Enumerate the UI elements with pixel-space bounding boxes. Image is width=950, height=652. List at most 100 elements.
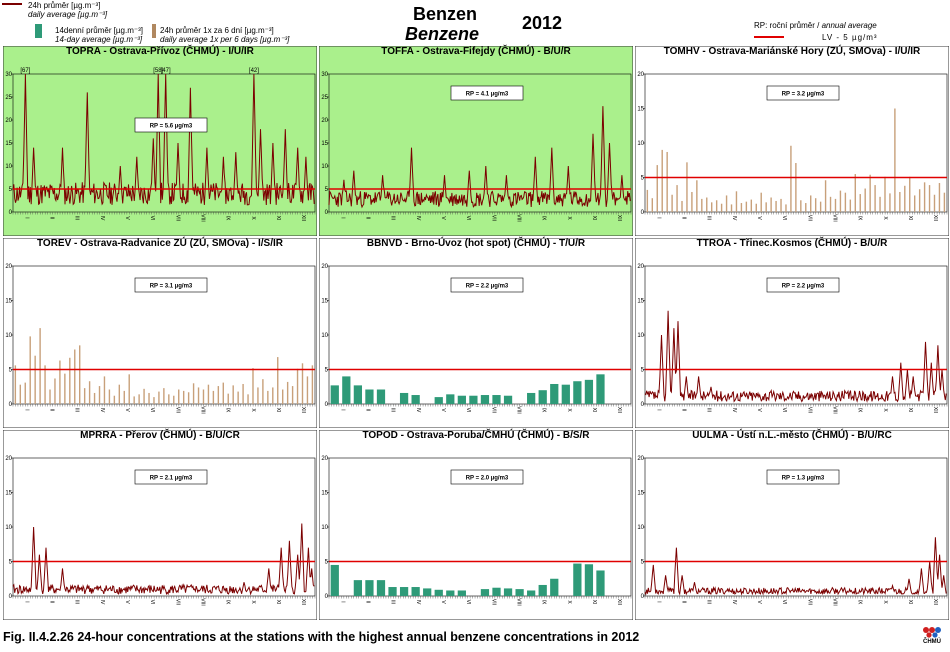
y-tick-label: 20 — [637, 264, 644, 270]
month-label: X — [566, 408, 572, 412]
fortnight-bar — [353, 385, 363, 404]
legend-lv: LV - 5 µg/m³ — [822, 33, 878, 42]
rp-label: RP = 2.2 µg/m3 — [466, 284, 509, 290]
sixday-bar — [59, 360, 61, 404]
month-label: XI — [275, 408, 281, 413]
month-label: XII — [616, 407, 622, 413]
fortnight-bar — [596, 374, 605, 404]
y-tick-label: 0 — [325, 594, 329, 600]
month-label: VII — [806, 407, 812, 413]
sixday-bar — [257, 387, 259, 404]
sixday-bar — [93, 392, 96, 404]
sixday-bar — [790, 145, 792, 212]
sixday-bar — [854, 174, 856, 212]
sixday-bar — [696, 180, 698, 212]
fortnight-bar — [330, 385, 339, 404]
y-tick-label: 30 — [5, 72, 12, 78]
sixday-bar — [291, 386, 294, 404]
fortnight-bar — [376, 580, 386, 596]
month-label: V — [124, 600, 130, 604]
sixday-bar — [918, 189, 921, 212]
month-label: III — [390, 600, 396, 604]
fortnight-bar — [388, 587, 397, 596]
month-label: IV — [731, 216, 737, 221]
month-label: I — [23, 601, 29, 602]
month-label: XI — [907, 216, 913, 221]
rp-box — [450, 469, 524, 485]
fortnight-bar — [446, 590, 455, 596]
sixday-bar — [153, 397, 155, 404]
sixday-bar — [834, 198, 837, 212]
fortnight-bar — [573, 563, 582, 596]
fortnight-bar — [399, 392, 409, 404]
rp-box — [766, 85, 840, 101]
month-label: VIII — [200, 406, 206, 414]
month-label: XII — [932, 215, 938, 221]
sixday-bar — [938, 183, 941, 212]
month-label: IV — [415, 408, 421, 413]
y-tick-label: 5 — [325, 187, 329, 193]
month-label: IX — [541, 600, 547, 605]
fortnight-bar — [492, 587, 501, 596]
sixday-bar — [24, 382, 26, 404]
month-label: II — [681, 409, 687, 412]
fortnight-bar — [469, 395, 478, 404]
month-label: VI — [465, 408, 471, 413]
y-tick-label: 15 — [321, 299, 328, 305]
fortnight-bar — [434, 589, 443, 596]
sixday-bar — [242, 383, 244, 404]
daily-series-line — [12, 523, 315, 596]
y-tick-label: 10 — [637, 141, 644, 147]
sixday-bar — [874, 185, 876, 212]
sixday-bar — [829, 196, 832, 212]
y-tick-label: 10 — [321, 525, 328, 531]
month-label: I — [339, 217, 345, 218]
sixday-bar — [173, 395, 175, 404]
sixday-bar — [844, 192, 847, 212]
legend-sixday: 24h průměr 1x za 6 dní [µg.m⁻³] daily ave… — [160, 26, 290, 44]
month-label: II — [49, 601, 55, 604]
month-label: V — [440, 408, 446, 412]
month-label: XI — [591, 600, 597, 605]
daily-series-line — [644, 310, 947, 404]
figure-caption: Fig. II.4.2.26 24-hour concentrations at… — [3, 630, 640, 644]
fortnight-bar — [365, 580, 374, 596]
sixday-bar — [182, 390, 185, 404]
month-label: VII — [174, 599, 180, 605]
y-tick-label: 5 — [641, 560, 645, 566]
station-panel: 0 5 10 15 20 I II III IV V VI VII VIII IX X XI XII RP = 2… — [319, 238, 633, 428]
sixday-legend-swatch — [152, 24, 156, 38]
sixday-bar — [943, 192, 946, 212]
month-label: IV — [99, 600, 105, 605]
sixday-bar — [49, 389, 51, 404]
sixday-bar — [148, 392, 150, 404]
sixday-bar — [103, 376, 106, 404]
sixday-bar — [311, 365, 314, 404]
month-label: XII — [300, 599, 306, 605]
fortnight-bar — [365, 389, 374, 404]
month-label: V — [124, 216, 130, 220]
month-label: VII — [490, 407, 496, 413]
legend-fortnight: 14denní průměr [µg.m⁻³] 14-day average [µ… — [55, 26, 143, 44]
y-tick-label: 5 — [9, 560, 13, 566]
sixday-bar — [909, 176, 911, 212]
y-tick-label: 15 — [637, 491, 644, 497]
station-panel: 0 5 10 15 20 I II III IV V VI VII VIII IX X XI XII RP = 2… — [319, 430, 633, 620]
station-title: TOFFA - Ostrava-Fifejdy (ČHMÚ) - B/U/R — [381, 46, 571, 57]
y-tick-label: 30 — [321, 72, 328, 78]
month-label: IV — [99, 216, 105, 221]
month-label: XI — [907, 408, 913, 413]
rp-label: RP = 1.3 µg/m3 — [782, 476, 825, 482]
station-title: TOREV - Ostrava-Radvanice ZÚ (ZÚ, SMOva)… — [37, 238, 283, 249]
month-label: IX — [857, 408, 863, 413]
month-label: XII — [300, 407, 306, 413]
month-label: X — [882, 216, 888, 220]
sixday-bar — [849, 199, 852, 212]
month-label: IX — [857, 216, 863, 221]
sixday-bar — [267, 390, 269, 404]
month-label: VI — [781, 216, 787, 221]
station-title: TOMHV - Ostrava-Mariánské Hory (ZÚ, SMOv… — [663, 46, 921, 57]
